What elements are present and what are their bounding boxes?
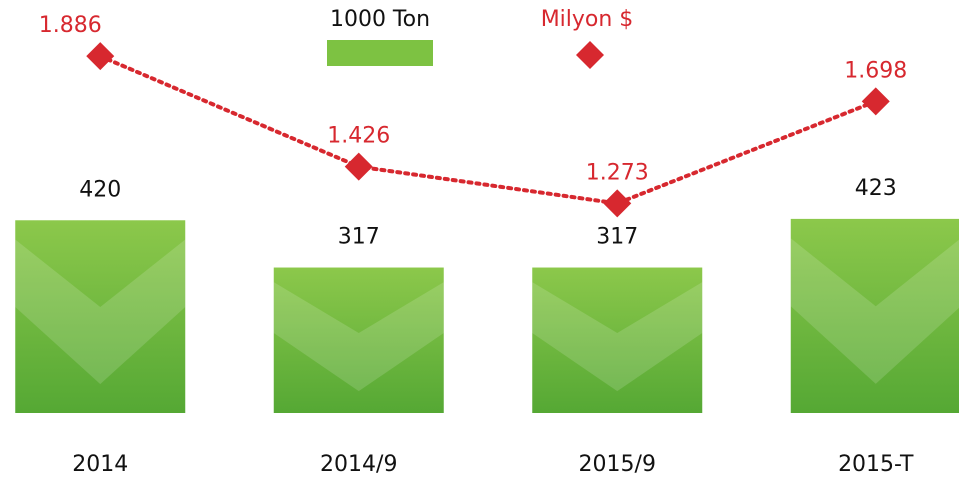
line (98, 54, 878, 206)
data-label: 1.886 (39, 13, 102, 38)
bar (15, 220, 186, 413)
line-point (86, 42, 115, 71)
bar-sheen (15, 239, 186, 385)
line-point (861, 87, 890, 116)
bar-sheen (273, 282, 444, 392)
bar (273, 267, 444, 413)
data-label: 1.426 (327, 124, 390, 149)
legend-label: Milyon $ (541, 7, 634, 32)
x-tick-label: 2014/9 (320, 452, 397, 477)
x-tick-label: 2015/9 (579, 452, 656, 477)
x-tick-label: 2015-T (838, 452, 914, 477)
legend-label: 1000 Ton (330, 7, 430, 32)
bar-sheen (532, 282, 703, 392)
data-label: 317 (338, 225, 380, 250)
data-label: 317 (596, 225, 638, 250)
data-label: 1.698 (844, 58, 907, 83)
bar (532, 267, 703, 413)
line-point (603, 189, 632, 218)
bar (790, 218, 959, 413)
legend-swatch (327, 40, 433, 66)
legend-swatch (576, 41, 604, 69)
x-tick-label: 2014 (72, 452, 128, 477)
data-label: 423 (855, 176, 897, 201)
bar-sheen (790, 238, 959, 384)
data-label: 1.273 (586, 160, 649, 185)
line-point (344, 152, 373, 181)
data-label: 420 (79, 177, 121, 202)
